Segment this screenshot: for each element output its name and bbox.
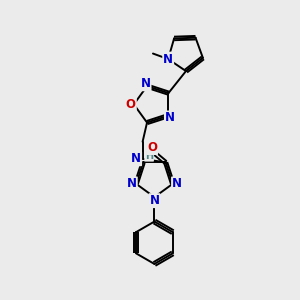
Text: O: O: [126, 98, 136, 111]
Text: N: N: [149, 194, 159, 207]
Text: N: N: [165, 112, 175, 124]
Text: N: N: [163, 52, 173, 66]
Text: N: N: [127, 177, 137, 190]
Text: O: O: [147, 141, 157, 154]
Text: H: H: [145, 151, 153, 161]
Text: N: N: [172, 177, 182, 190]
Text: N: N: [131, 152, 141, 165]
Text: N: N: [141, 77, 151, 90]
